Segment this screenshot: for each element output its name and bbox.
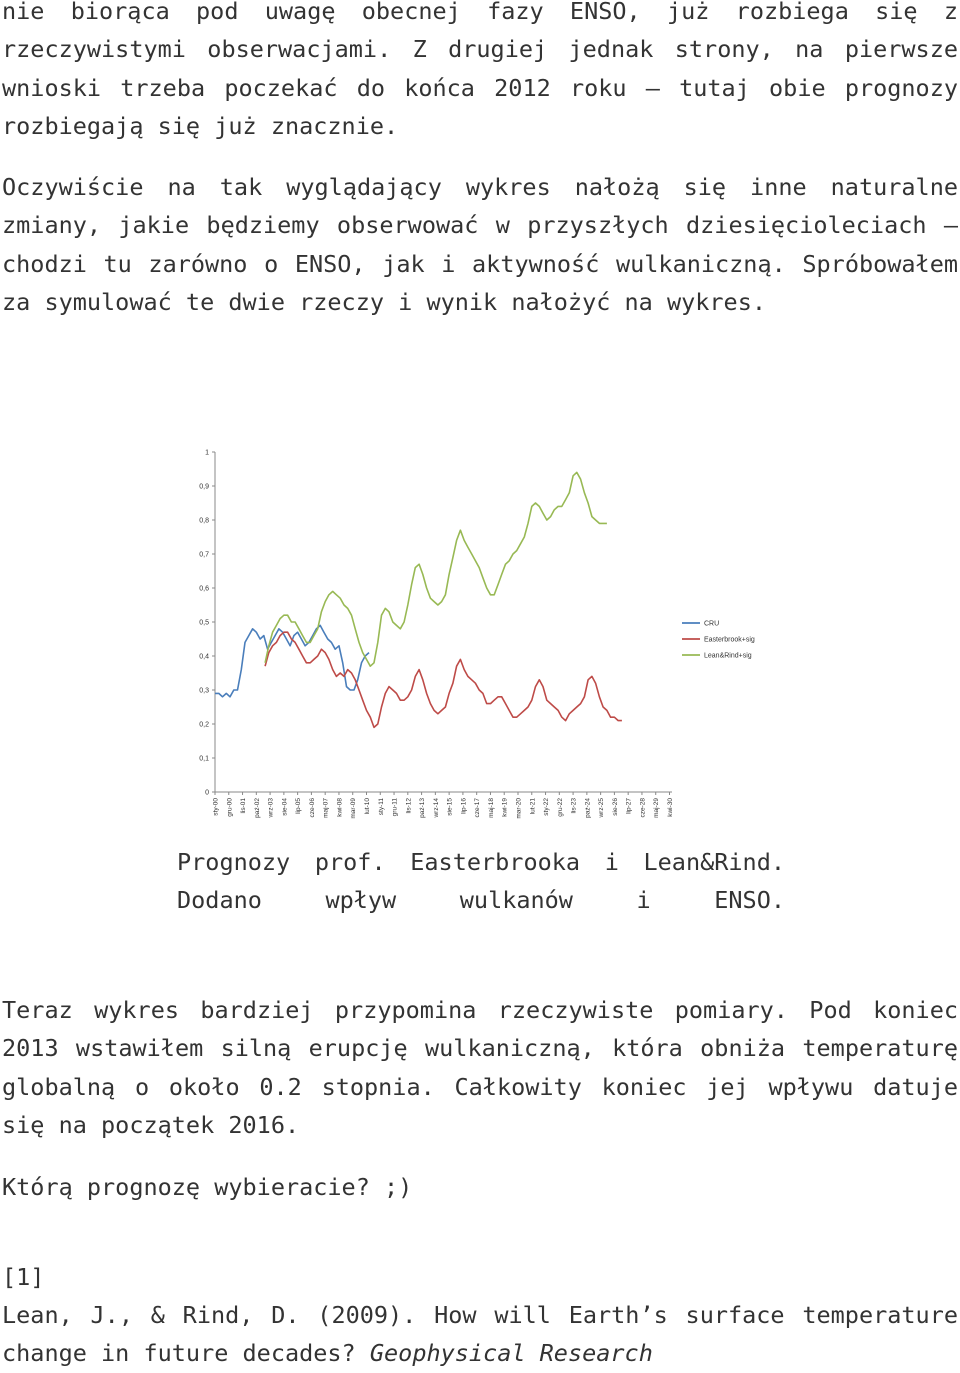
forecast-chart: 0 0,1 0,2 0,3 0,4 0,5 0,6 0,7 0,8 0,9 1 sty-00 gru-… xyxy=(199,450,755,819)
x-tick-label: sty-22 xyxy=(543,798,550,816)
reference-text: Lean, J., & Rind, D. (2009). How will Ea… xyxy=(2,1301,958,1368)
x-tick-label: mar-09 xyxy=(350,798,357,819)
x-tick-label: kwi-08 xyxy=(336,798,343,817)
x-tick-label: lis-01 xyxy=(240,798,247,814)
reference-number: [1] xyxy=(2,1263,45,1291)
paragraph-volcano: Teraz wykres bardziej przypomina rzeczyw… xyxy=(2,996,958,1139)
x-tick-label: kwi-30 xyxy=(667,798,674,817)
x-tick-label: cze-06 xyxy=(309,798,316,818)
paragraph-question: Którą prognozę wybieracie? ;) xyxy=(2,1173,413,1201)
x-tick-label: sie-15 xyxy=(447,798,454,816)
x-tick-label: maj-29 xyxy=(653,798,660,818)
series-line-easterbrook-sig xyxy=(264,631,622,729)
y-tick-label: 0,4 xyxy=(199,654,209,661)
y-tick-label: 0,3 xyxy=(199,688,209,695)
reference-journal[interactable]: Geophysical Research xyxy=(369,1339,653,1368)
x-tick-label: wrz-25 xyxy=(598,798,605,819)
x-tick-label: lip-27 xyxy=(626,798,633,814)
legend: CRU Easterbrook+sig Lean&Rind+sig xyxy=(682,621,755,660)
chart-caption: Prognozy prof. Easterbrooka i Lean&Rind.… xyxy=(177,848,785,915)
x-axis: sty-00 gru-00 lis-01 paź-02 wrz-03 sie-04 lip-… xyxy=(213,791,674,819)
x-tick-label: kwi-19 xyxy=(502,798,509,817)
x-tick-label: lis-23 xyxy=(571,798,578,814)
y-tick-label: 0,8 xyxy=(199,518,209,525)
x-tick-label: gru-11 xyxy=(392,798,399,817)
y-axis: 0 0,1 0,2 0,3 0,4 0,5 0,6 0,7 0,8 0,9 1 xyxy=(199,450,216,797)
paragraph-intro: nie biorąca pod uwagę obecnej fazy ENSO,… xyxy=(2,0,958,140)
y-tick-label: 0,1 xyxy=(199,756,209,763)
x-tick-label: maj-07 xyxy=(323,798,330,818)
x-tick-label: mar-20 xyxy=(515,798,522,819)
series-layer xyxy=(215,471,622,729)
paragraph-natural-changes: Oczywiście na tak wyglądający wykres nał… xyxy=(2,173,958,316)
x-tick-label: paź-02 xyxy=(254,798,261,818)
y-tick-label: 0,7 xyxy=(199,552,209,559)
x-tick-label: cze-17 xyxy=(474,798,481,818)
reference-entry: Lean, J., & Rind, D. (2009). How will Ea… xyxy=(2,1296,958,1373)
x-tick-label: wrz-14 xyxy=(433,798,440,819)
legend-label: CRU xyxy=(704,621,719,628)
y-tick-label: 0,9 xyxy=(199,484,209,491)
x-tick-label: paź-24 xyxy=(584,798,591,818)
y-tick-label: 0 xyxy=(205,790,209,797)
series-line-lean-rind-sig xyxy=(264,471,607,667)
x-tick-label: gru-22 xyxy=(557,798,564,817)
y-tick-label: 0,2 xyxy=(199,722,209,729)
x-tick-label: wrz-03 xyxy=(268,798,275,819)
y-tick-label: 1 xyxy=(205,450,209,457)
x-tick-label: sty-00 xyxy=(213,798,220,816)
x-tick-label: lis-12 xyxy=(405,798,412,814)
x-tick-label: lut-21 xyxy=(529,798,536,815)
x-tick-label: sie-04 xyxy=(281,798,288,816)
legend-label: Easterbrook+sig xyxy=(704,637,755,644)
x-tick-label: maj-18 xyxy=(488,798,495,818)
x-tick-label: gru-00 xyxy=(226,798,233,817)
x-tick-label: lut-10 xyxy=(364,798,371,815)
y-tick-label: 0,6 xyxy=(199,586,209,593)
x-tick-label: sie-26 xyxy=(612,798,619,816)
legend-label: Lean&Rind+sig xyxy=(704,653,752,660)
x-tick-label: cze-28 xyxy=(639,798,646,818)
x-tick-label: paź-13 xyxy=(419,798,426,818)
x-tick-label: lip-05 xyxy=(295,798,302,814)
y-tick-label: 0,5 xyxy=(199,620,209,627)
series-line-cru xyxy=(215,624,370,698)
x-tick-label: sty-11 xyxy=(378,798,385,816)
x-tick-label: lip-16 xyxy=(460,798,467,814)
